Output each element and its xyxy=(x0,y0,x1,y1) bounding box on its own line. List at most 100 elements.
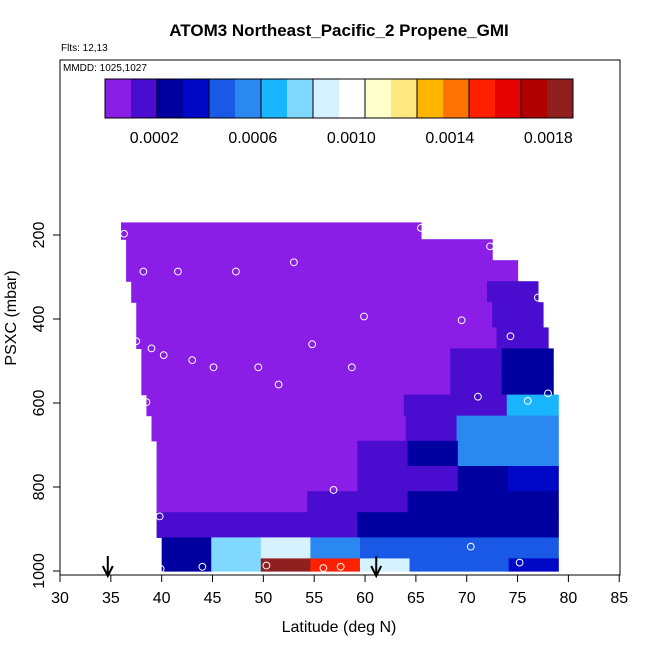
heatmap-cell xyxy=(352,394,405,417)
heatmap-cell xyxy=(187,302,239,328)
heatmap-cell xyxy=(151,415,203,442)
sample-point xyxy=(209,363,218,372)
heatmap-cell xyxy=(501,348,554,370)
sample-point xyxy=(308,340,317,349)
heatmap-cell xyxy=(492,302,544,328)
heatmap-cell xyxy=(260,558,311,572)
heatmap-cell xyxy=(310,558,361,572)
heatmap-cell xyxy=(244,369,297,396)
heatmap-cell xyxy=(304,415,356,442)
heatmap-cell xyxy=(131,281,183,303)
colorbar-frame xyxy=(104,78,574,119)
heatmap-cell xyxy=(450,348,503,370)
heatmap-cell xyxy=(156,491,208,513)
heatmap-cell xyxy=(370,260,421,282)
x-tick-label: 70 xyxy=(458,590,476,607)
heatmap-cell xyxy=(307,466,359,492)
heatmap-cell xyxy=(237,302,290,328)
sample-point xyxy=(336,562,345,571)
sample-point xyxy=(289,258,298,267)
sample-point xyxy=(417,223,425,232)
heatmap-cell xyxy=(357,440,409,467)
x-tick-label: 30 xyxy=(51,590,69,607)
heatmap-cell xyxy=(307,440,359,467)
heatmap-cell xyxy=(310,537,361,559)
colorbar-tick-label: 0.0006 xyxy=(228,130,277,147)
heatmap-cell xyxy=(508,491,559,513)
heatmap-cell xyxy=(507,415,559,442)
heatmap-cell xyxy=(342,327,395,349)
heatmap-cell xyxy=(206,466,258,492)
heatmap-cell xyxy=(468,260,519,282)
heatmap-cell xyxy=(335,239,389,261)
heatmap-cell xyxy=(506,394,559,417)
sample-point xyxy=(457,316,466,325)
sample-point xyxy=(360,312,368,321)
sample-point xyxy=(523,397,532,405)
dates-label: MMDD: 1025,1027 xyxy=(63,63,147,74)
heatmap-cell xyxy=(187,327,240,349)
heatmap-cell xyxy=(223,260,274,282)
colorbar-tick-label: 0.0018 xyxy=(524,130,573,147)
colorbar: 0.0002 0.0006 0.0010 0.0014 0.0018 xyxy=(104,78,574,147)
heatmap-cell xyxy=(347,348,400,370)
heatmap-cell xyxy=(457,491,509,513)
sample-point xyxy=(515,558,524,567)
heatmap-cell xyxy=(206,491,258,513)
heatmap-cell xyxy=(257,466,308,492)
heatmap-cell xyxy=(398,369,451,396)
sample-point xyxy=(506,332,515,341)
sample-point xyxy=(232,267,240,276)
x-tick-label: 50 xyxy=(254,590,272,607)
heatmap-cell xyxy=(419,260,470,282)
x-axis: 30 35 40 45 50 55 60 65 70 75 80 85 xyxy=(51,575,628,607)
sample-point xyxy=(147,344,156,353)
heatmap-cell xyxy=(156,466,208,492)
heatmap-cell xyxy=(321,260,372,282)
sample-point xyxy=(254,363,263,372)
heatmap-cell xyxy=(456,415,508,442)
heatmap-cell xyxy=(359,537,411,559)
heatmap-cell xyxy=(508,440,559,467)
heatmap-cell xyxy=(178,239,232,261)
heatmap-cell xyxy=(398,348,451,370)
heatmap-cell xyxy=(175,260,225,282)
heatmap-cell xyxy=(206,440,258,467)
heatmap-cell xyxy=(390,302,442,328)
colorbar-segment xyxy=(547,79,574,118)
heatmap-cell xyxy=(508,512,559,538)
colorbar-segment xyxy=(261,79,288,118)
sample-point xyxy=(262,561,271,570)
colorbar-segment xyxy=(157,79,184,118)
sample-point xyxy=(319,564,328,572)
sample-point xyxy=(466,542,475,551)
heatmap-cell xyxy=(339,302,392,328)
heatmap-cell xyxy=(405,415,458,442)
heatmap-cell xyxy=(156,440,208,467)
y-axis-label: PSXC (mbar) xyxy=(3,270,20,365)
sample-point xyxy=(544,389,552,398)
y-tick-label: 800 xyxy=(31,474,48,501)
heatmap-cell xyxy=(230,239,284,261)
sample-point xyxy=(329,486,338,494)
heatmap-cell xyxy=(508,537,559,559)
heatmap-cell xyxy=(136,327,189,349)
x-tick-label: 80 xyxy=(560,590,578,607)
heatmap-cell xyxy=(457,466,509,492)
heatmap-cell xyxy=(192,348,245,370)
heatmap-cell xyxy=(409,537,460,559)
sample-point xyxy=(474,392,482,401)
colorbar-segment xyxy=(521,79,548,118)
y-tick-label: 200 xyxy=(31,222,48,249)
heatmap-cell xyxy=(206,512,258,538)
heatmap-cell xyxy=(357,491,409,513)
heatmap-cell xyxy=(407,440,459,467)
heatmap-cell xyxy=(439,239,493,261)
heatmap-cell xyxy=(232,281,285,303)
colorbar-segment xyxy=(365,79,392,118)
x-tick-label: 55 xyxy=(305,590,323,607)
sample-point xyxy=(174,267,182,276)
heatmap-cell xyxy=(249,394,302,417)
heatmap-cell xyxy=(334,281,386,303)
heatmap-cell xyxy=(211,537,262,559)
